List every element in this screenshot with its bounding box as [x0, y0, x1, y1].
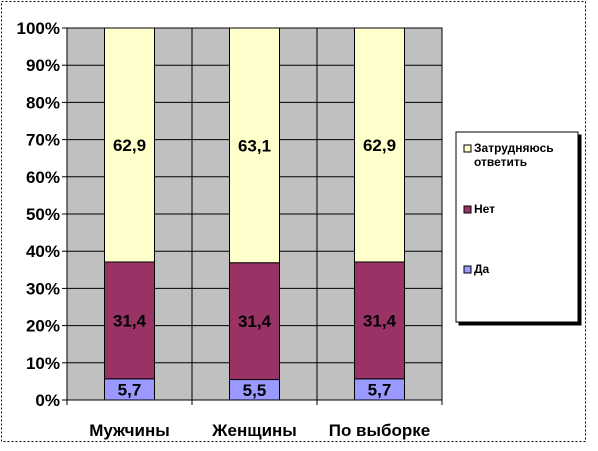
y-tick-label: 50% [26, 205, 60, 224]
data-label: 31,4 [363, 311, 397, 330]
bar-segment [229, 262, 280, 381]
y-tick-label: 40% [26, 242, 60, 261]
y-tick-label: 80% [26, 93, 60, 112]
legend-box [455, 131, 579, 323]
data-label: 5,5 [243, 381, 267, 400]
y-tick-label: 20% [26, 317, 60, 336]
data-label: 31,4 [238, 312, 272, 331]
y-tick-label: 60% [26, 168, 60, 187]
y-tick-label: 90% [26, 56, 60, 75]
data-label: 62,9 [363, 136, 396, 155]
bar-segment [354, 27, 405, 263]
x-category-label: Женщины [211, 421, 297, 440]
y-tick-label: 30% [26, 279, 60, 298]
bar-segment [104, 261, 155, 380]
y-tick-label: 100% [17, 19, 60, 38]
x-category-label: Мужчины [89, 421, 170, 440]
data-label: 62,9 [113, 136, 146, 155]
data-label: 5,7 [368, 380, 392, 399]
plot-area: 0% 10% 20% 30% 40% 50% 60% 70% 80% 90% 100% 5,7 31,4… [17, 19, 443, 440]
legend-label: ответить [474, 155, 527, 169]
x-category-label: По выборке [329, 421, 431, 440]
bar-segment [104, 27, 155, 263]
bar-segment [354, 261, 405, 380]
legend-label: Затрудняюсь [474, 141, 554, 155]
legend-label: Нет [474, 202, 495, 216]
legend-label: Да [474, 262, 490, 276]
bar-segment [229, 27, 280, 264]
y-tick-label: 70% [26, 131, 60, 150]
y-tick-label: 10% [26, 354, 60, 373]
data-label: 63,1 [238, 136, 271, 155]
legend-swatch [463, 144, 472, 153]
legend-swatch [463, 205, 472, 214]
data-label: 5,7 [118, 380, 142, 399]
y-tick-label: 0% [35, 391, 60, 410]
legend-swatch [463, 265, 472, 274]
data-label: 31,4 [113, 311, 147, 330]
